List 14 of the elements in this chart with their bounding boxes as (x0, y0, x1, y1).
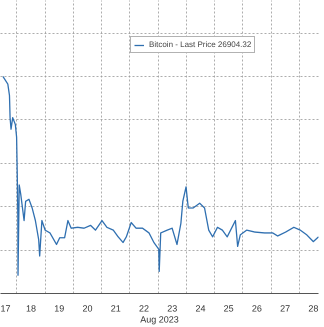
x-tick-label: 23 (167, 304, 178, 314)
x-tick-label: 27 (280, 304, 290, 314)
legend-label: Bitcoin - Last Price 26904.32 (149, 40, 252, 49)
x-tick-label: 20 (82, 304, 92, 314)
x-tick-label: 18 (26, 304, 36, 314)
x-tick-label: 25 (224, 304, 234, 314)
x-tick-label: 22 (138, 304, 149, 314)
x-tick-label: 28 (308, 304, 318, 314)
x-tick-label: 26 (252, 304, 262, 314)
x-tick-label: 19 (54, 304, 64, 314)
x-tick-label: 17 (0, 304, 11, 314)
x-tick-label: 24 (195, 304, 206, 314)
x-axis-title: Aug 2023 (140, 314, 179, 324)
x-tick-label: 21 (110, 304, 121, 314)
